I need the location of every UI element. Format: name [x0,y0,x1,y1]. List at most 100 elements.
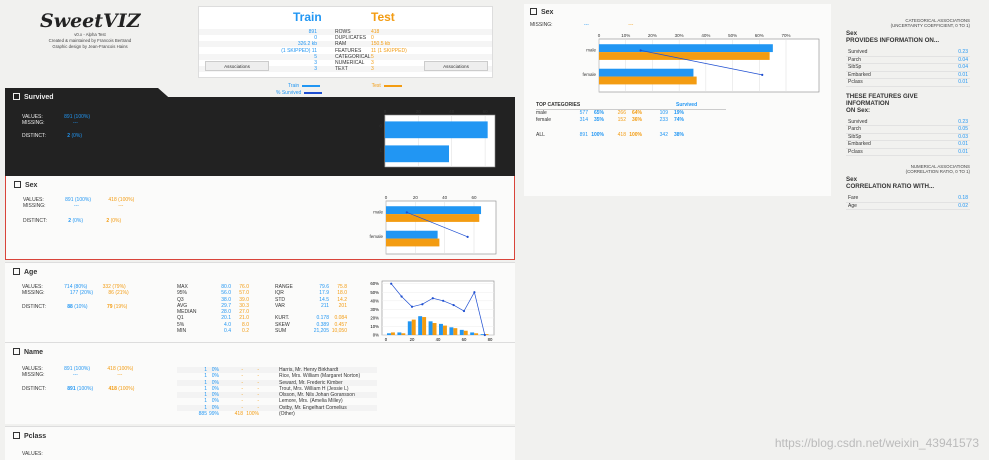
y-tick-label: 40% [370,298,379,303]
detail-title: Sex [530,8,553,16]
train-bar [385,121,488,139]
test-bar [411,319,416,335]
watermark: https://blog.csdn.net/weixin_43941573 [774,436,979,450]
age-stat-row: MAX 80.0 76.0 [177,284,249,290]
survived-chart: 0 20 40 60 0 1 [379,109,496,168]
age-card[interactable]: Age VALUES: 714 (80%) 332 (79%) MISSING:… [5,262,515,342]
summary-row: 3 NUMERICAL 3 [314,60,374,66]
name-top-values: 1 0% - - Harris, Mr. Henry Birkhardt 1 0% - - Ric… [177,367,377,417]
association-row: Pclass 0.01 [846,148,970,156]
test-bar [386,238,440,247]
category-row: male 577 65% 266 64% 109 19% [536,110,684,116]
tick-label: 50% [728,33,737,38]
sex-distinct: DISTINCT: 2 (0%) 2 (0%) [23,218,122,224]
y-tick-label: 30% [370,307,379,312]
numerical-assoc-header: NUMERICAL ASSOCIATIONS [910,164,970,169]
train-bar [385,145,449,163]
survived-distinct: DISTINCT: 2 (0%) [22,133,83,139]
category-label: female [582,72,596,77]
detail-missing: MISSING: --- --- [530,22,634,28]
test-bar [432,323,437,335]
age-stat-row: Q1 20.1 21.0 [177,315,249,322]
name-row: 1 0% - - Rice, Mrs. William (Margaret Norton… [204,373,361,380]
text-icon [13,348,20,355]
test-bar [474,333,479,335]
pclass-title: Pclass [13,432,46,440]
legend-test-swatch [383,84,402,87]
grid-icon [530,8,537,15]
survived-column-label: Survived [676,102,698,108]
survived-point [452,303,455,307]
age-missing: MISSING: 177 (20%) 86 (21%) [22,290,129,296]
age-stat-row: VAR 211 201 [275,302,347,309]
numerical-assoc-subheader: (CORRELATION RATIO, 0 TO 1) [905,169,970,174]
summary-row: 3 TEXT 3 [199,66,492,73]
pclass-card[interactable]: Pclass VALUES: [5,426,515,460]
test-bar [390,332,395,335]
categorical-assoc-subheader: (UNCERTAINTY COEFFICIENT, 0 TO 1) [890,23,970,28]
association-row: Parch 0.05 [846,126,970,134]
age-stat-row: AVG 29.7 30.3 [177,302,249,309]
legend-test-label: Test [371,83,381,89]
name-distinct: DISTINCT: 891 (100%) 418 (100%) [22,386,135,392]
train-bar [480,334,485,335]
association-row: Embarked 0.01 [846,141,970,149]
summary-row: 5 CATEGORICAL 5 [199,53,492,60]
associations-train-button[interactable]: Associations [205,61,269,71]
name-values: VALUES: 891 (100%) 418 (100%) [22,366,134,372]
assoc-correlation-title: CORRELATION RATIO WITH... [846,183,935,190]
survived-line [390,283,486,336]
associations-test-button[interactable]: Associations [424,61,488,71]
survived-card[interactable]: Survived VALUES: 891 (100%) MISSING: ---… [5,88,515,176]
x-tick-label: 60 [462,337,467,342]
tick-label: 0 [598,33,601,38]
association-row: SibSp 0.03 [846,133,970,141]
name-row: 1 0% - - Seward, Mr. Frederic Kimber [177,379,377,386]
age-stat-row: Q3 38.0 39.0 [177,296,249,303]
tick-label: 60 [471,195,477,200]
tick-label: 70% [781,33,790,38]
age-stat-row: MIN 0.4 0.2 [177,328,249,335]
age-quantile-stats: MAX 80.0 76.0 95% 56.0 57.0 Q3 38.0 39.0 AVG 29.7 3… [177,284,257,334]
logo-version: v0.x - Alpha Test [74,32,106,37]
category-row: female 314 35% 152 36% 233 74% [536,117,684,123]
x-tick-label: 20 [410,337,415,342]
sex-missing: MISSING: --- --- [23,203,124,209]
name-card[interactable]: Name VALUES: 891 (100%) 418 (100%) MISSI… [5,342,515,424]
logo-credit-1: Created & maintained by Francois Bertran… [48,38,132,43]
test-bar [463,330,468,335]
tick-label: 10% [621,33,630,38]
train-bar [418,316,423,335]
tick-label: 30% [675,33,684,38]
logo: SweetVIZ v0.x - Alpha Test Created & mai… [40,10,141,50]
survived-point [761,73,764,76]
survived-point [466,235,469,238]
survived-point [390,282,393,285]
sex-chart: 0 20 40 60 male female [369,195,497,255]
age-distinct: DISTINCT: 88 (10%) 79 (19%) [22,304,128,310]
tick-label: 0 [385,195,388,200]
test-bar [386,214,480,222]
tick-label: 60% [755,33,764,38]
train-bar [449,327,454,335]
train-bar [459,329,464,335]
age-values: VALUES: 714 (80%) 332 (79%) [22,284,126,290]
survived-point [400,295,403,298]
sex-card[interactable]: Sex VALUES: 891 (100%) 418 (100%) MISSIN… [5,176,515,260]
logo-credit-2: Graphic design by Jean-Francois Hains [52,44,128,49]
assoc-num-feature: Sex [846,176,858,183]
train-bar [599,44,773,53]
detail-chart: 0 10% 20% 30% 40% 50% 60% 70% male female [582,33,820,93]
tick-label: 40 [442,195,448,200]
train-bar [470,332,475,335]
age-stat-row: SUM 21,205 10,050 [275,328,347,335]
test-bar [453,328,458,335]
survived-point [421,303,424,306]
x-tick-label: 0 [385,337,388,342]
train-bar [407,321,412,335]
associations-panel: CATEGORICAL ASSOCIATIONS (UNCERTAINTY CO… [846,18,970,210]
tick-label: 20 [413,195,419,200]
legend-train-swatch [302,84,321,87]
tick-label: 60 [483,109,489,114]
summary-panel: Train Test 891 ROWS 418 0 DUPLICATES 0 326.2 k… [198,6,493,78]
